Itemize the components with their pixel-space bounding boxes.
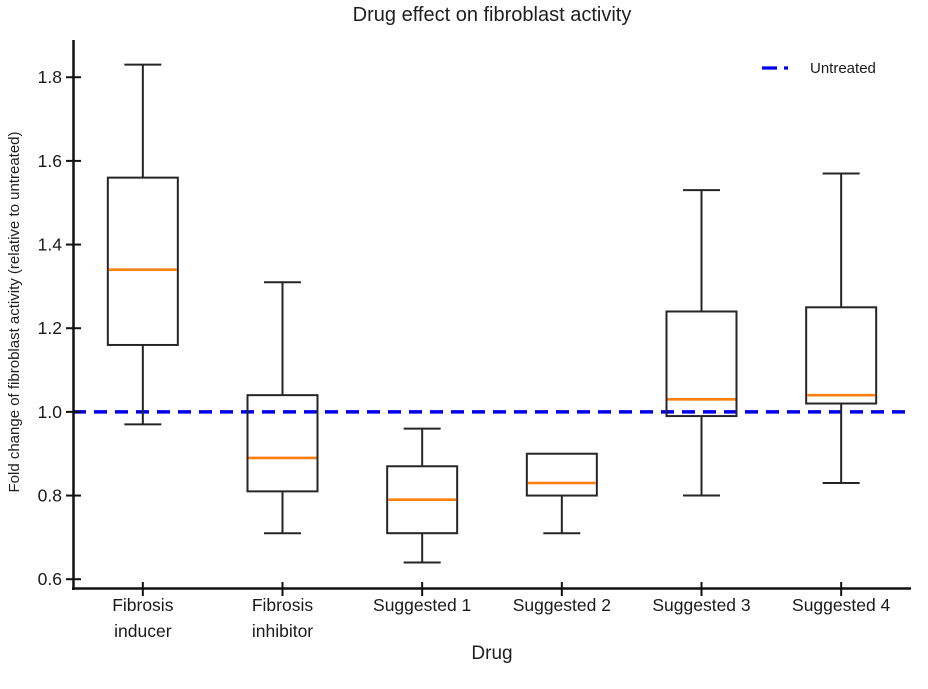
x-tick-label: Suggested 3 — [652, 595, 750, 615]
box-iqr — [106, 176, 179, 346]
x-tick-label: Fibrosis inhibitor — [252, 595, 314, 641]
box-iqr — [525, 452, 598, 497]
x-tick-label: Suggested 2 — [513, 595, 611, 615]
y-tick-label: 1.6 — [38, 151, 62, 171]
chart-title: Drug effect on fibroblast activity — [352, 4, 632, 26]
y-tick-label: 1.0 — [38, 402, 63, 422]
x-tick-label: Fibrosis inducer — [112, 595, 174, 641]
legend: Untreated — [762, 58, 876, 78]
y-tick-label: 1.8 — [38, 67, 62, 87]
box-iqr — [805, 306, 878, 405]
legend-label-untreated: Untreated — [810, 59, 876, 77]
box-iqr — [665, 310, 738, 418]
box-iqr — [386, 465, 459, 535]
y-tick-label: 1.4 — [38, 235, 63, 255]
y-tick-label: 1.2 — [38, 318, 62, 338]
y-tick-label: 0.8 — [38, 486, 62, 506]
untreated-dashed-line-sample — [762, 66, 796, 70]
x-tick-label: Suggested 1 — [373, 595, 471, 615]
box-iqr — [246, 394, 319, 493]
y-tick-label: 0.6 — [38, 569, 62, 589]
x-axis-label: Drug — [471, 643, 513, 664]
x-tick-label: Suggested 4 — [792, 595, 891, 615]
